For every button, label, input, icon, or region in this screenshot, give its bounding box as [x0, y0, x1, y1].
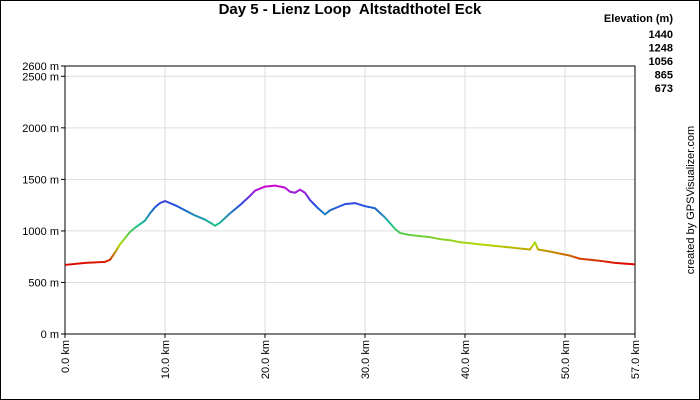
legend-value: 1248: [649, 43, 673, 55]
plot-frame: [64, 65, 636, 335]
x-tick-label: 20.0 km: [260, 340, 272, 379]
credit: created by GPSVisualizer.com: [685, 126, 697, 274]
legend-value: 865: [655, 70, 673, 82]
x-tick-label: 30.0 km: [360, 340, 372, 379]
y-tick-label: 2500 m: [22, 71, 59, 83]
legend-value: 1056: [649, 56, 673, 68]
legend-value: 1440: [649, 29, 673, 41]
legend-value: 673: [655, 83, 673, 95]
y-tick-label: 1000 m: [22, 226, 59, 238]
x-tick-label: 40.0 km: [460, 340, 472, 379]
y-tick-label: 0 m: [41, 329, 59, 341]
y-tick-label: 2000 m: [22, 123, 59, 135]
y-tick-label: 500 m: [28, 277, 59, 289]
x-tick-label: 10.0 km: [160, 340, 172, 379]
y-tick-label: 2600 m: [22, 61, 59, 73]
y-tick-label: 1500 m: [22, 174, 59, 186]
chart-title: Day 5 - Lienz Loop Altstadthotel Eck: [219, 1, 482, 18]
x-tick-label: 50.0 km: [560, 340, 572, 379]
elevation-line: [64, 184, 636, 266]
legend-title: Elevation (m): [604, 13, 673, 25]
x-tick-label: 0.0 km: [60, 340, 72, 373]
x-tick-label: 57.0 km: [630, 340, 642, 379]
